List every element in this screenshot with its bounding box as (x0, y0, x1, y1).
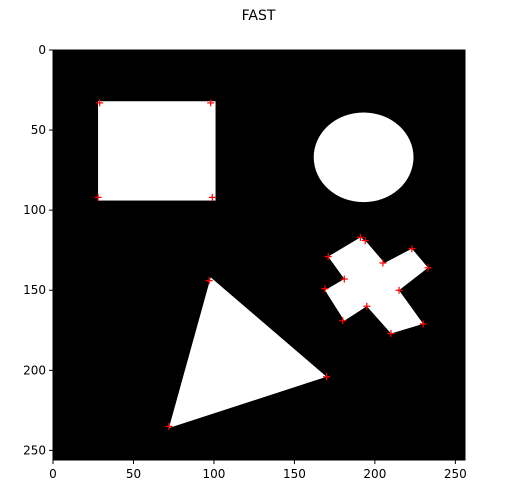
x-tick-label: 150 (283, 467, 306, 481)
keypoint-marker (395, 286, 403, 294)
x-tick-label: 100 (202, 467, 225, 481)
y-tick-label: 250 (23, 443, 46, 457)
x-tick-label: 200 (363, 467, 386, 481)
keypoint-marker (363, 302, 371, 310)
keypoint-marker (324, 253, 332, 261)
y-tick-label: 150 (23, 283, 46, 297)
shape-triangle (168, 277, 327, 428)
keypoint-marker (207, 99, 215, 107)
y-tick-label: 50 (31, 123, 46, 137)
keypoint-marker (361, 237, 369, 245)
plot-frame (52, 49, 466, 461)
keypoint-marker (321, 285, 329, 293)
shape-rectangle (98, 101, 216, 201)
shape-ellipse (313, 112, 414, 203)
keypoint-marker (419, 320, 427, 328)
keypoint-marker (424, 264, 432, 272)
keypoint-marker (408, 245, 416, 253)
keypoint-marker (208, 193, 216, 201)
x-tick-label: 250 (444, 467, 467, 481)
keypoint-marker (379, 259, 387, 267)
keypoint-marker (205, 277, 213, 285)
x-tick-label: 50 (126, 467, 141, 481)
keypoint-marker (94, 193, 102, 201)
y-tick-label: 100 (23, 203, 46, 217)
y-tick-label: 0 (38, 43, 46, 57)
keypoint-marker (96, 99, 104, 107)
keypoint-marker (323, 373, 331, 381)
y-tick-label: 200 (23, 363, 46, 377)
keypoint-marker (340, 275, 348, 283)
keypoint-marker (165, 422, 173, 430)
chart-title: FAST (241, 8, 276, 24)
keypoint-marker (339, 317, 347, 325)
keypoint-marker (356, 233, 364, 241)
shape-cross (325, 237, 428, 334)
x-tick-label: 0 (49, 467, 57, 481)
keypoint-marker (387, 329, 395, 337)
